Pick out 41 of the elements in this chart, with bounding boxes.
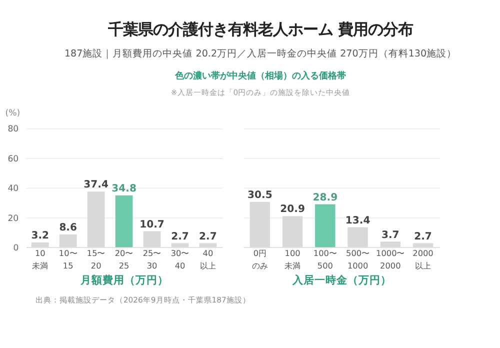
x-tick-label: 2000以上: [412, 248, 434, 271]
data-label: 2.7: [171, 231, 189, 242]
x-tick-label: 10〜15: [58, 248, 78, 271]
x-tick-label: 20〜25: [114, 248, 134, 271]
data-label: 34.8: [112, 184, 136, 195]
data-label: 13.4: [345, 215, 370, 226]
text: ※入居一時金は「0円のみ」の施設を除いた中央値: [170, 88, 350, 97]
data-label: 28.9: [312, 192, 338, 204]
data-label: 37.4: [84, 180, 108, 191]
source-note: 出典：掲載施設データ（2026年9月時点・千葉県187施設）: [35, 296, 250, 305]
x-tick-label: 30〜40: [170, 248, 190, 271]
x-axis-title: 月額費用（万円）: [80, 274, 169, 286]
x-tick-label: 0円のみ: [252, 248, 268, 271]
y-axis-title: (%): [5, 108, 20, 118]
bar: [115, 195, 133, 248]
x-tick-label: 100未満: [284, 248, 301, 271]
y-tick-label: 60: [8, 154, 19, 164]
data-label: 30.5: [248, 190, 272, 201]
text: 187施設｜月額費用の中央値 20.2万円／入居一時金の中央値 270万円（有料130施設）: [64, 47, 457, 60]
data-label: 8.6: [59, 222, 78, 234]
text: 千葉県の介護付き有料老人ホーム 費用の分布: [106, 20, 414, 38]
text: 色の濃い帯が中央値（相場）の入る価格帯: [174, 70, 346, 82]
data-label: 3.7: [381, 230, 400, 241]
x-tick-label: 15〜20: [86, 248, 106, 271]
x-tick-label: 500〜1000: [346, 248, 370, 271]
y-tick-label: 40: [8, 184, 19, 194]
x-tick-label: 10未満: [32, 248, 48, 271]
y-tick-label: 20: [8, 214, 19, 224]
x-tick-label: 40以上: [200, 248, 216, 271]
y-tick-label: 80: [8, 124, 19, 135]
x-tick-label: 100〜500: [313, 248, 337, 271]
x-tick-label: 25〜30: [142, 248, 162, 271]
data-label: 20.9: [280, 204, 305, 216]
x-tick-label: 1000〜2000: [376, 248, 405, 271]
data-label: 3.2: [31, 230, 50, 242]
bar: [315, 204, 336, 248]
data-label: 2.7: [414, 231, 432, 242]
data-label: 2.7: [199, 231, 217, 242]
data-label: 10.7: [140, 219, 164, 230]
y-tick-label: 0: [13, 243, 19, 254]
x-axis-title: 入居一時金（万円）: [291, 274, 392, 286]
